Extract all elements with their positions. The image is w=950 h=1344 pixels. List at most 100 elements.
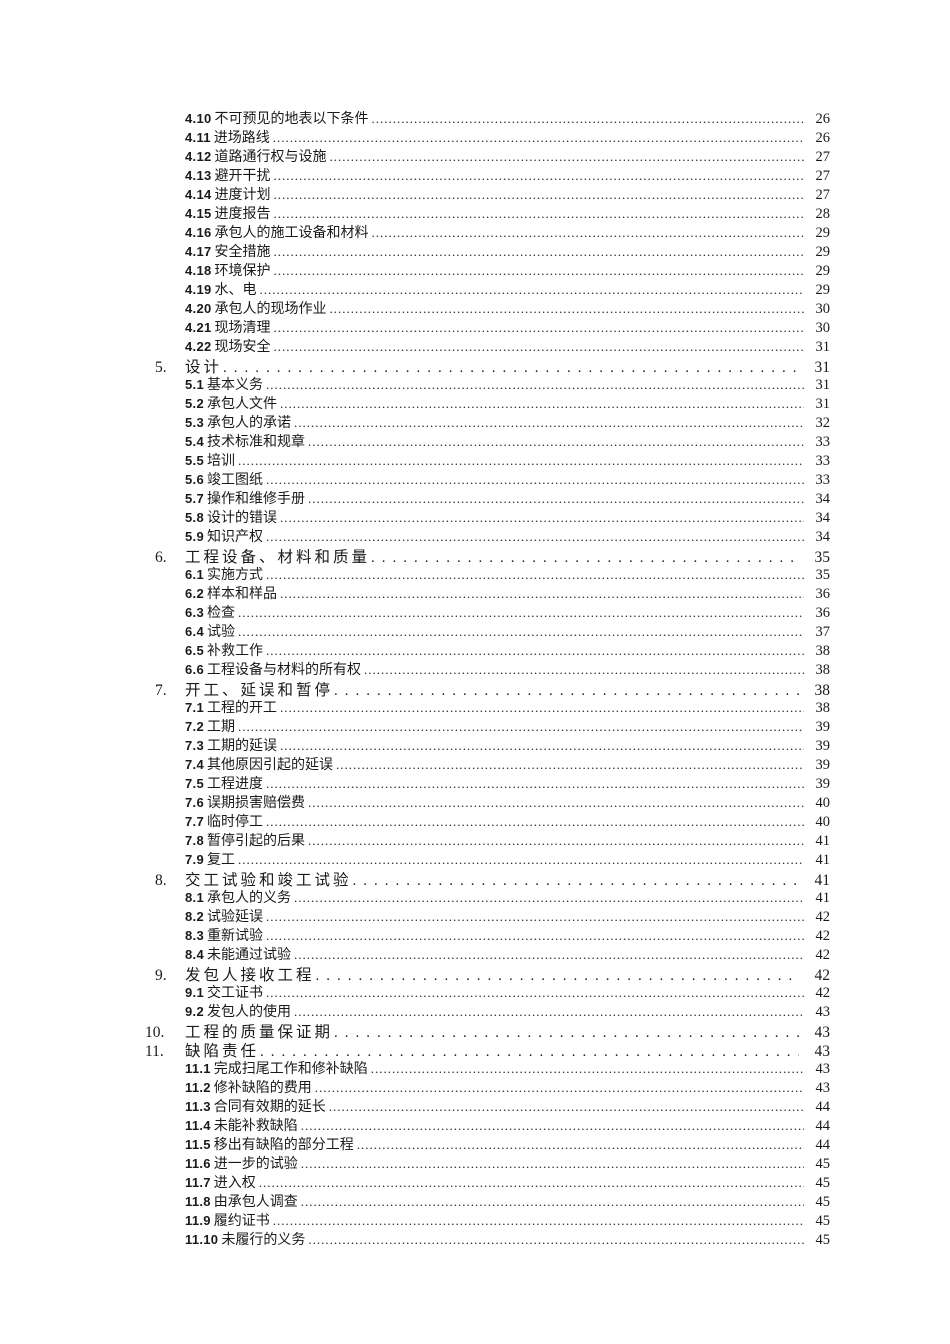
toc-entry[interactable]: 10. 工程的质量保证期 ...........................…: [145, 1020, 830, 1039]
toc-entry[interactable]: 6.5 补救工作 ...............................…: [145, 640, 830, 659]
toc-entry[interactable]: 6. 工程设备、材料和质量 ..........................…: [145, 545, 830, 564]
toc-entry[interactable]: 5.9 知识产权 ...............................…: [145, 526, 830, 545]
toc-entry[interactable]: 8. 交工试验和竣工试验 ...........................…: [145, 868, 830, 887]
toc-entry[interactable]: 11.4 未能补救缺陷 ............................…: [145, 1115, 830, 1134]
toc-entry-number: 7.: [155, 682, 167, 697]
toc-entry[interactable]: 5.4 技术标准和规章 ............................…: [145, 431, 830, 450]
toc-entry-title: 发包人接收工程: [185, 967, 315, 982]
toc-entry[interactable]: 6.2 样本和样品 ..............................…: [145, 583, 830, 602]
toc-entry-number: 7.6: [185, 795, 204, 810]
dot-leader: ........................................…: [265, 909, 804, 924]
toc-entry[interactable]: 11.9 履约证书 ..............................…: [145, 1210, 830, 1229]
toc-entry[interactable]: 5.1 基本义务 ...............................…: [145, 374, 830, 393]
toc-entry[interactable]: 7.1 工程的开工 ..............................…: [145, 697, 830, 716]
toc-entry[interactable]: 4.12 道路通行权与设施 ..........................…: [145, 146, 830, 165]
toc-entry[interactable]: 7.3 工期的延误 ..............................…: [145, 735, 830, 754]
toc-entry[interactable]: 6.3 检查 .................................…: [145, 602, 830, 621]
toc-entry[interactable]: 11.10 未履行的义务 ...........................…: [145, 1229, 830, 1248]
toc-entry[interactable]: 6.6 工程设备与材料的所有权 ........................…: [145, 659, 830, 678]
toc-entry-page: 41: [815, 852, 831, 868]
toc-entry[interactable]: 5.2 承包人文件 ..............................…: [145, 393, 830, 412]
toc-entry[interactable]: 4.11 进场路线 ..............................…: [145, 127, 830, 146]
toc-entry[interactable]: 4.21 现场清理 ..............................…: [145, 317, 830, 336]
toc-entry[interactable]: 11.7 进入权 ...............................…: [145, 1172, 830, 1191]
toc-entry[interactable]: 4.10 不可预见的地表以下条件 .......................…: [145, 108, 830, 127]
toc-entry[interactable]: 11.2 修补缺陷的费用 ...........................…: [145, 1077, 830, 1096]
dot-leader: ........................................…: [237, 852, 804, 867]
dot-leader: ........................................…: [371, 550, 799, 564]
toc-entry[interactable]: 4.22 现场安全 ..............................…: [145, 336, 830, 355]
toc-entry[interactable]: 11.1 完成扫尾工作和修补缺陷 .......................…: [145, 1058, 830, 1077]
toc-entry-number: 4.10: [185, 111, 212, 126]
toc-entry-page: 44: [815, 1118, 831, 1134]
toc-entry-title: 样本和样品: [206, 587, 277, 602]
toc-entry[interactable]: 8.1 承包人的义务 .............................…: [145, 887, 830, 906]
dot-leader: ........................................…: [293, 415, 804, 430]
toc-entry[interactable]: 8.3 重新试验 ...............................…: [145, 925, 830, 944]
toc-entry[interactable]: 11.5 移出有缺陷的部分工程 ........................…: [145, 1134, 830, 1153]
toc-entry[interactable]: 5. 设计 ..................................…: [145, 355, 830, 374]
toc-entry[interactable]: 4.16 承包人的施工设备和材料 .......................…: [145, 222, 830, 241]
toc-entry-page: 38: [814, 682, 831, 697]
toc-entry[interactable]: 4.15 进度报告 ..............................…: [145, 203, 830, 222]
toc-entry[interactable]: 5.5 培训 .................................…: [145, 450, 830, 469]
dot-leader: ........................................…: [293, 890, 804, 905]
toc-entry[interactable]: 7.4 其他原因引起的延误 ..........................…: [145, 754, 830, 773]
toc-entry[interactable]: 11.3 合同有效期的延长 ..........................…: [145, 1096, 830, 1115]
toc-entry[interactable]: 7.8 暂停引起的后果 ............................…: [145, 830, 830, 849]
toc-entry-page: 42: [815, 947, 831, 963]
toc-entry-number: 8.4: [185, 947, 204, 962]
dot-leader: ........................................…: [334, 683, 799, 697]
toc-entry[interactable]: 8.4 未能通过试验 .............................…: [145, 944, 830, 963]
toc-entry[interactable]: 9.2 发包人的使用 .............................…: [145, 1001, 830, 1020]
toc-entry-page: 31: [814, 359, 831, 374]
toc-entry[interactable]: 4.13 避开干扰 ..............................…: [145, 165, 830, 184]
toc-entry-page: 26: [815, 111, 831, 127]
toc-entry-page: 44: [815, 1099, 831, 1115]
toc-entry-number: 7.2: [185, 719, 204, 734]
toc-entry[interactable]: 5.3 承包人的承诺 .............................…: [145, 412, 830, 431]
toc-entry[interactable]: 9. 发包人接收工程 .............................…: [145, 963, 830, 982]
toc-entry[interactable]: 7.5 工程进度 ...............................…: [145, 773, 830, 792]
toc-entry-number: 10.: [145, 1024, 165, 1039]
toc-entry[interactable]: 9.1 交工证书 ...............................…: [145, 982, 830, 1001]
toc-entry[interactable]: 7.6 误期损害赔偿费 ............................…: [145, 792, 830, 811]
dot-leader: ........................................…: [279, 396, 804, 411]
toc-entry[interactable]: 11. 缺陷责任 ...............................…: [145, 1039, 830, 1058]
toc-entry[interactable]: 11.8 由承包人调查 ............................…: [145, 1191, 830, 1210]
toc-entry-number: 11.8: [185, 1194, 211, 1209]
toc-entry[interactable]: 5.7 操作和维修手册 ............................…: [145, 488, 830, 507]
toc-entry[interactable]: 4.17 安全措施 ..............................…: [145, 241, 830, 260]
toc-entry[interactable]: 7.9 复工 .................................…: [145, 849, 830, 868]
toc-entry-page: 42: [815, 909, 831, 925]
toc-entry-page: 29: [815, 263, 831, 279]
dot-leader: ........................................…: [265, 567, 804, 582]
toc-entry[interactable]: 7.7 临时停工 ...............................…: [145, 811, 830, 830]
toc-entry[interactable]: 6.4 试验 .................................…: [145, 621, 830, 640]
toc-entry[interactable]: 4.18 环境保护 ..............................…: [145, 260, 830, 279]
toc-entry-title: 工程进度: [206, 777, 263, 792]
toc-entry[interactable]: 11.6 进一步的试验 ............................…: [145, 1153, 830, 1172]
toc-entry[interactable]: 4.19 水、电 ...............................…: [145, 279, 830, 298]
toc-entry-title: 避开干扰: [214, 169, 271, 184]
toc-entry[interactable]: 6.1 实施方式 ...............................…: [145, 564, 830, 583]
toc-entry-page: 34: [815, 510, 831, 526]
toc-entry-title: 交工证书: [206, 986, 263, 1001]
toc-entry-title: 竣工图纸: [206, 473, 263, 488]
toc-entry[interactable]: 7. 开工、延误和暂停 ............................…: [145, 678, 830, 697]
toc-entry-page: 45: [815, 1194, 831, 1210]
toc-entry-title: 履约证书: [213, 1214, 270, 1229]
toc-entry[interactable]: 5.8 设计的错误 ..............................…: [145, 507, 830, 526]
toc-entry[interactable]: 8.2 试验延误 ...............................…: [145, 906, 830, 925]
dot-leader: ........................................…: [265, 529, 804, 544]
toc-entry-page: 40: [815, 814, 831, 830]
toc-entry[interactable]: 5.6 竣工图纸 ...............................…: [145, 469, 830, 488]
dot-leader: ........................................…: [265, 985, 804, 1000]
toc-entry[interactable]: 4.14 进度计划 ..............................…: [145, 184, 830, 203]
toc-entry-number: 11.10: [185, 1232, 219, 1247]
toc-entry[interactable]: 4.20 承包人的现场作业 ..........................…: [145, 298, 830, 317]
toc-entry[interactable]: 7.2 工期 .................................…: [145, 716, 830, 735]
toc-entry-title: 进度计划: [214, 188, 271, 203]
toc-entry-title: 工程设备、材料和质量: [185, 549, 371, 564]
toc-entry-page: 34: [815, 491, 831, 507]
